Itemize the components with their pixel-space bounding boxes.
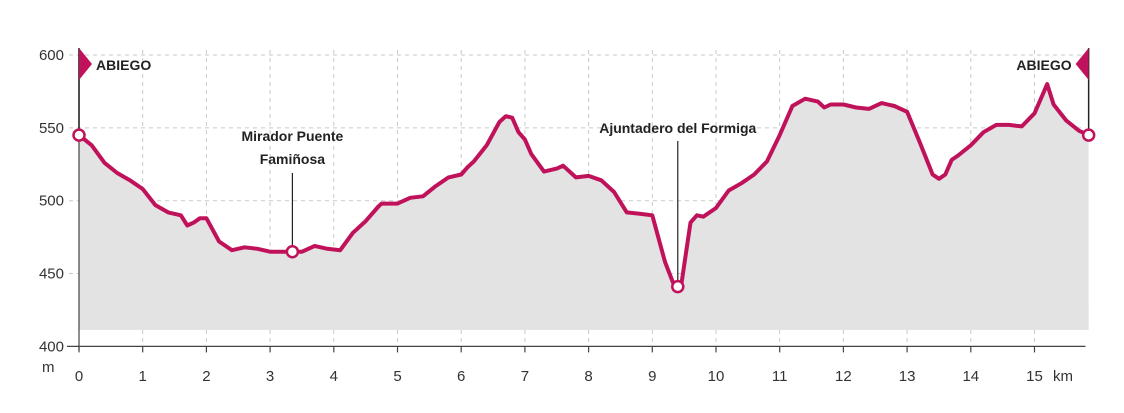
x-tick-label: 2 xyxy=(202,368,210,385)
waypoint-marker xyxy=(72,128,86,142)
x-tick-label: 10 xyxy=(708,368,725,385)
y-tick-label: 500 xyxy=(39,193,64,210)
x-tick-label: 8 xyxy=(584,368,592,385)
waypoint-marker xyxy=(671,279,685,294)
x-tick-label: 3 xyxy=(266,368,274,385)
elevation-area-fill xyxy=(79,84,1089,330)
y-tick-label: 450 xyxy=(39,266,64,283)
x-tick-label: 14 xyxy=(962,368,979,385)
waypoint-label: Mirador Puente xyxy=(241,128,343,144)
x-tick-label: 9 xyxy=(648,368,656,385)
waypoint-annotations: ABIEGO Mirador Puente Famiñosa Ajuntadero d… xyxy=(72,48,1096,294)
waypoint-marker xyxy=(285,244,300,259)
waypoint-label: ABIEGO xyxy=(1016,57,1071,73)
waypoint-label: ABIEGO xyxy=(96,57,151,73)
x-tick-label: 4 xyxy=(330,368,338,385)
x-tick-label: 11 xyxy=(772,368,788,385)
waypoint-marker xyxy=(1081,128,1096,142)
x-tick-label: 7 xyxy=(521,368,529,385)
flag-marker: ABIEGO xyxy=(78,48,151,136)
flag-icon xyxy=(1075,48,1089,80)
x-tick-label: 5 xyxy=(393,368,401,385)
waypoint-label: Famiñosa xyxy=(260,151,326,167)
y-tick-label: 400 xyxy=(39,338,64,355)
flag-icon xyxy=(79,48,92,80)
x-axis-unit-label: km xyxy=(1053,368,1073,385)
y-axis-tick-labels: 600 550 500 450 400 xyxy=(39,47,64,355)
waypoint-callout: Mirador Puente Famiñosa xyxy=(241,128,344,246)
waypoint-label: Ajuntadero del Formiga xyxy=(599,120,756,136)
x-tick-label: 1 xyxy=(139,368,147,385)
y-axis-unit-label: m xyxy=(42,359,55,376)
flag-marker: ABIEGO xyxy=(1016,48,1090,136)
elevation-profile-line xyxy=(77,82,1091,289)
x-tick-label: 15 xyxy=(1026,368,1043,385)
y-tick-label: 600 xyxy=(39,47,64,64)
x-axis-tick-labels: 0 1 2 3 4 5 6 7 8 9 10 11 12 13 14 15 xyxy=(75,368,1043,385)
waypoint-callout: Ajuntadero del Formiga xyxy=(599,120,757,281)
x-tick-label: 12 xyxy=(835,368,852,385)
x-tick-label: 13 xyxy=(899,368,916,385)
y-tick-label: 550 xyxy=(39,120,64,137)
x-tick-label: 0 xyxy=(75,368,83,385)
x-tick-label: 6 xyxy=(457,368,465,385)
